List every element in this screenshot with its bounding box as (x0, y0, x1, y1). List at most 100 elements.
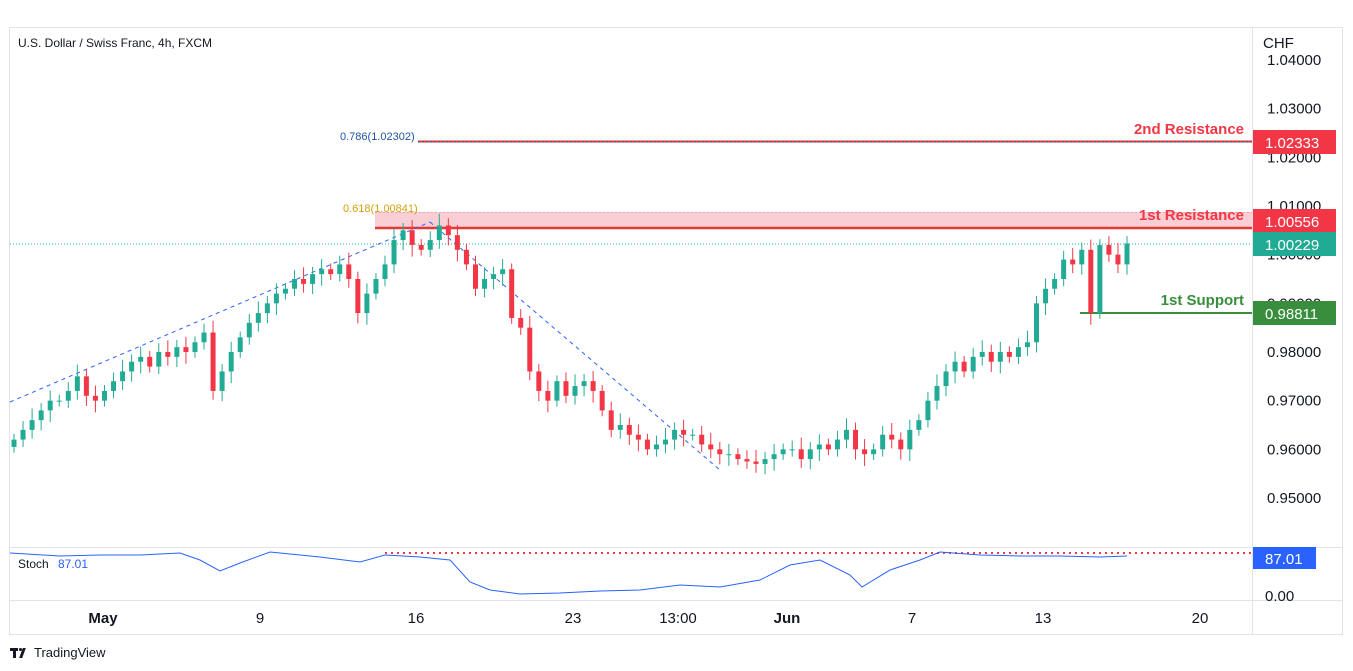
candle-bearish[interactable] (328, 269, 334, 275)
time-axis[interactable]: May 9 16 23 13:00 Jun 7 13 20 (88, 610, 1208, 627)
candle-bearish[interactable] (590, 381, 596, 391)
candle-bearish[interactable] (518, 317, 524, 328)
candle-bullish[interactable] (65, 390, 71, 401)
price-axis[interactable]: 1.040001.030001.020001.010001.000000.990… (1267, 52, 1321, 507)
candle-bearish[interactable] (753, 461, 759, 464)
candle-bearish[interactable] (165, 352, 171, 357)
candle-bearish[interactable] (744, 459, 750, 462)
candle-bearish[interactable] (1106, 244, 1112, 255)
candle-bullish[interactable] (979, 352, 985, 357)
candle-bearish[interactable] (708, 444, 714, 450)
candle-bearish[interactable] (92, 395, 98, 401)
candle-bullish[interactable] (572, 386, 578, 396)
candle-bullish[interactable] (1079, 249, 1085, 265)
candle-bullish[interactable] (997, 352, 1003, 362)
candle-bearish[interactable] (898, 439, 904, 450)
candle-bullish[interactable] (1124, 243, 1130, 265)
candle-bullish[interactable] (780, 449, 786, 455)
candle-bullish[interactable] (726, 454, 732, 456)
candle-bullish[interactable] (554, 381, 560, 401)
candle-bearish[interactable] (83, 376, 89, 396)
candle-bearish[interactable] (301, 279, 307, 284)
candle-bullish[interactable] (11, 439, 17, 447)
candle-bearish[interactable] (961, 361, 967, 372)
candle-bearish[interactable] (635, 434, 641, 440)
candle-bearish[interactable] (1070, 259, 1076, 265)
candle-bearish[interactable] (346, 264, 352, 279)
candle-bullish[interactable] (47, 400, 53, 411)
candle-bullish[interactable] (1034, 303, 1040, 343)
candle-bullish[interactable] (427, 240, 433, 250)
candle-bearish[interactable] (527, 327, 533, 372)
candle-bullish[interactable] (228, 352, 234, 372)
candle-bullish[interactable] (663, 439, 669, 445)
candle-bullish[interactable] (56, 400, 62, 402)
candle-bullish[interactable] (310, 274, 316, 284)
candle-bullish[interactable] (1043, 288, 1049, 304)
candle-bearish[interactable] (608, 410, 614, 430)
candle-bullish[interactable] (491, 274, 497, 279)
candle-bearish[interactable] (825, 444, 831, 450)
candle-bullish[interactable] (156, 352, 162, 367)
candle-bullish[interactable] (871, 449, 877, 455)
candle-bearish[interactable] (210, 332, 216, 391)
candle-bearish[interactable] (463, 249, 469, 265)
candle-bullish[interactable] (391, 240, 397, 265)
candle-bullish[interactable] (20, 429, 26, 440)
candle-bullish[interactable] (237, 337, 243, 352)
candle-bearish[interactable] (1006, 352, 1012, 357)
candle-bullish[interactable] (101, 390, 107, 401)
candle-bullish[interactable] (1024, 342, 1030, 348)
candle-bullish[interactable] (364, 293, 370, 314)
candle-bullish[interactable] (581, 381, 587, 387)
candle-bullish[interactable] (436, 225, 442, 241)
candle-bullish[interactable] (672, 429, 678, 440)
candle-bullish[interactable] (771, 454, 777, 460)
candlestick-series[interactable] (11, 213, 1130, 475)
candle-bullish[interactable] (74, 376, 80, 391)
candle-bearish[interactable] (409, 230, 415, 245)
candle-bearish[interactable] (699, 434, 705, 445)
candle-bearish[interactable] (599, 390, 605, 411)
candle-bullish[interactable] (1052, 279, 1058, 289)
candle-bullish[interactable] (617, 425, 623, 430)
candle-bearish[interactable] (853, 429, 859, 450)
candle-bearish[interactable] (889, 434, 895, 440)
candle-bullish[interactable] (111, 381, 117, 391)
candle-bullish[interactable] (292, 279, 298, 289)
candle-bearish[interactable] (626, 425, 632, 435)
candle-bullish[interactable] (174, 347, 180, 357)
candle-bullish[interactable] (373, 279, 379, 294)
candle-bullish[interactable] (273, 293, 279, 304)
candle-bullish[interactable] (807, 449, 813, 460)
candle-bullish[interactable] (500, 269, 506, 275)
candle-bullish[interactable] (843, 429, 849, 440)
candle-bearish[interactable] (355, 279, 361, 314)
candle-bearish[interactable] (681, 429, 687, 435)
candle-bullish[interactable] (916, 420, 922, 430)
candle-bullish[interactable] (880, 434, 886, 450)
candle-bullish[interactable] (255, 313, 261, 323)
candle-bullish[interactable] (129, 361, 135, 372)
candle-bearish[interactable] (988, 352, 994, 362)
candle-bullish[interactable] (382, 264, 388, 279)
candle-bullish[interactable] (337, 264, 343, 275)
candle-bearish[interactable] (183, 347, 189, 352)
tradingview-footer[interactable]: TradingView (10, 645, 106, 660)
candle-bearish[interactable] (509, 269, 515, 318)
candle-bearish[interactable] (545, 390, 551, 401)
candle-bullish[interactable] (246, 322, 252, 338)
candle-bullish[interactable] (952, 361, 958, 372)
candle-bullish[interactable] (192, 342, 198, 352)
candle-bullish[interactable] (201, 332, 207, 343)
candle-bearish[interactable] (644, 439, 650, 450)
candle-bullish[interactable] (907, 429, 913, 450)
candle-bullish[interactable] (120, 371, 126, 382)
candle-bearish[interactable] (735, 454, 741, 460)
candle-bullish[interactable] (934, 386, 940, 401)
candle-bearish[interactable] (1115, 254, 1121, 265)
candle-bearish[interactable] (1088, 249, 1094, 314)
candle-bullish[interactable] (690, 434, 696, 436)
candle-bearish[interactable] (454, 235, 460, 250)
